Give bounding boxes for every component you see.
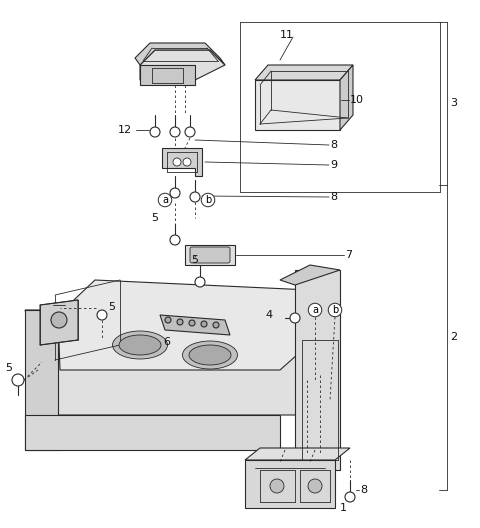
Text: 4: 4 <box>265 310 272 320</box>
Text: 5: 5 <box>151 213 158 223</box>
Circle shape <box>290 313 300 323</box>
Text: 9: 9 <box>330 160 337 170</box>
FancyBboxPatch shape <box>190 247 230 263</box>
Polygon shape <box>245 448 350 460</box>
Text: 8: 8 <box>330 140 337 150</box>
Text: 8: 8 <box>360 485 367 495</box>
Circle shape <box>170 127 180 137</box>
Polygon shape <box>280 265 340 285</box>
Text: 12: 12 <box>118 125 132 135</box>
Text: b: b <box>205 195 211 205</box>
Text: 11: 11 <box>280 30 294 40</box>
Ellipse shape <box>182 341 238 369</box>
Polygon shape <box>185 245 235 265</box>
Ellipse shape <box>112 331 168 359</box>
Circle shape <box>345 492 355 502</box>
Circle shape <box>270 479 284 493</box>
Polygon shape <box>295 270 340 470</box>
Polygon shape <box>245 460 335 508</box>
Polygon shape <box>140 65 195 85</box>
Polygon shape <box>255 80 340 130</box>
Circle shape <box>195 277 205 287</box>
Circle shape <box>177 319 183 325</box>
Polygon shape <box>255 65 353 80</box>
Circle shape <box>213 322 219 328</box>
Circle shape <box>170 235 180 245</box>
Text: 2: 2 <box>450 332 457 342</box>
Polygon shape <box>40 300 78 345</box>
Circle shape <box>201 321 207 327</box>
Text: 10: 10 <box>350 95 364 105</box>
Polygon shape <box>25 415 280 450</box>
Text: b: b <box>332 305 338 315</box>
Text: 6: 6 <box>163 337 170 347</box>
Ellipse shape <box>189 345 231 365</box>
Text: 8: 8 <box>330 192 337 202</box>
Circle shape <box>51 312 67 328</box>
Text: 1: 1 <box>340 503 347 513</box>
Text: 7: 7 <box>345 250 352 260</box>
Text: a: a <box>312 305 318 315</box>
Circle shape <box>12 374 24 386</box>
Circle shape <box>185 127 195 137</box>
Text: 5: 5 <box>191 255 198 265</box>
Circle shape <box>97 310 107 320</box>
Circle shape <box>150 127 160 137</box>
Circle shape <box>165 317 171 323</box>
Text: 5: 5 <box>5 363 12 373</box>
Circle shape <box>183 158 191 166</box>
Text: a: a <box>162 195 168 205</box>
Polygon shape <box>162 148 202 176</box>
Ellipse shape <box>119 335 161 355</box>
Polygon shape <box>140 50 225 80</box>
Polygon shape <box>58 280 325 370</box>
Text: 5: 5 <box>108 302 115 312</box>
Polygon shape <box>25 310 58 450</box>
Circle shape <box>190 192 200 202</box>
Circle shape <box>308 479 322 493</box>
Polygon shape <box>340 65 353 130</box>
Polygon shape <box>135 43 225 65</box>
Circle shape <box>170 188 180 198</box>
Polygon shape <box>160 315 230 335</box>
Text: 3: 3 <box>450 98 457 108</box>
Circle shape <box>189 320 195 326</box>
Polygon shape <box>25 310 325 415</box>
Circle shape <box>173 158 181 166</box>
